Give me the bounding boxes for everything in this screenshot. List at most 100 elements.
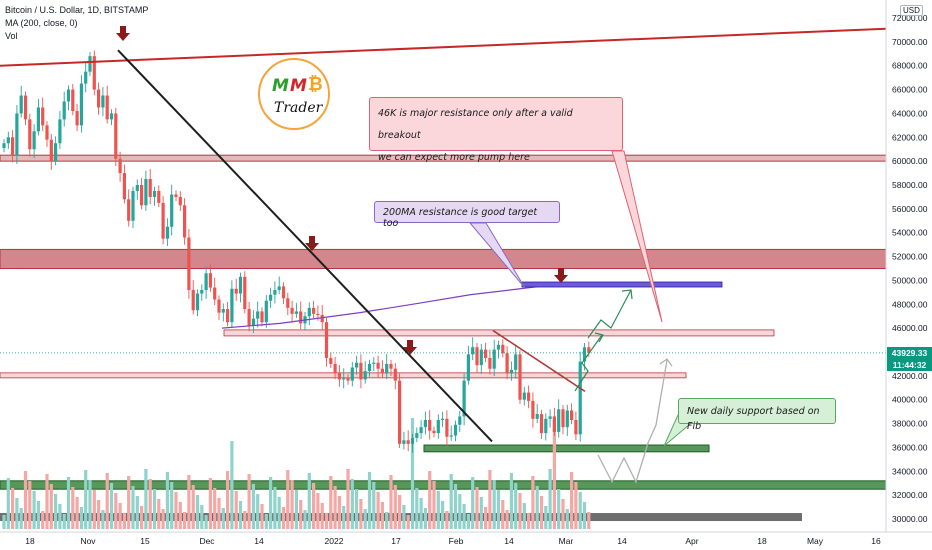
volume-bar	[561, 499, 565, 529]
volume-bar	[410, 418, 415, 529]
candle-body	[88, 56, 92, 72]
volume-bar	[324, 513, 329, 529]
volume-bar	[290, 480, 294, 529]
volume-bar	[445, 511, 449, 529]
candle-body	[187, 237, 191, 290]
volume-bar	[329, 476, 333, 529]
price-tick-label: 38000.00	[892, 419, 928, 429]
candle-body	[535, 414, 539, 419]
down-arrow-marker-icon	[116, 33, 130, 41]
candle-body	[312, 307, 316, 314]
volume-bar	[88, 480, 92, 529]
volume-bar	[539, 496, 544, 529]
candle-body	[432, 430, 436, 434]
candle-body	[307, 307, 311, 317]
resistance-callout[interactable]: 46K is major resistance only after a val…	[369, 97, 623, 163]
volume-bar	[131, 486, 135, 529]
volume-bar	[217, 498, 221, 529]
volume-bar	[346, 469, 350, 529]
candle-body	[226, 309, 230, 323]
time-tick-label: Apr	[685, 536, 698, 546]
volume-bar	[514, 483, 518, 529]
candle-body	[251, 318, 255, 326]
candle-body	[316, 313, 320, 316]
volume-bar	[23, 471, 28, 529]
volume-bar	[191, 485, 195, 529]
volume-bar	[187, 475, 191, 529]
volume-bar	[312, 483, 316, 529]
candle-body	[544, 418, 548, 434]
volume-bar	[342, 506, 346, 529]
volume-bar	[535, 486, 539, 529]
candle-body	[243, 276, 247, 310]
candle-body	[118, 158, 122, 174]
volume-bar	[441, 501, 445, 529]
candle-body	[127, 199, 131, 221]
candle-body	[355, 362, 359, 368]
last-price-tag: 43929.33 11:44:32	[887, 347, 932, 371]
volume-bar	[475, 487, 479, 529]
volume-bar	[307, 473, 311, 529]
annotation-lines-layer	[0, 26, 887, 484]
candle-body	[329, 357, 333, 364]
volume-bar	[11, 488, 15, 529]
volume-bar	[277, 497, 281, 529]
volume-bar	[84, 470, 88, 529]
volume-layer	[2, 418, 591, 529]
volume-bar	[256, 494, 260, 529]
candle-body	[269, 294, 273, 301]
candle-body	[574, 419, 578, 435]
volume-bar	[565, 509, 569, 529]
candle-body	[71, 89, 75, 112]
volume-bar	[49, 484, 53, 529]
candle-body	[324, 322, 329, 358]
candle-body	[183, 205, 187, 238]
volume-bar	[36, 501, 40, 529]
candle-body	[170, 194, 174, 227]
ma-callout-pointer	[468, 222, 526, 289]
volume-bar	[273, 487, 277, 529]
volume-bar	[45, 474, 49, 529]
resistance-callout-pointer	[611, 150, 663, 323]
candle-body	[363, 371, 367, 380]
down-arrow-marker-icon	[407, 340, 413, 347]
candle-body	[557, 409, 561, 432]
candle-body	[488, 357, 492, 369]
candle-body	[161, 202, 165, 239]
volume-bar	[557, 489, 561, 529]
volume-bar	[484, 507, 488, 529]
resistance-zone	[0, 248, 887, 270]
price-tick-label: 40000.00	[892, 395, 928, 405]
currency-label[interactable]: USD	[900, 5, 923, 16]
candle-body	[475, 347, 479, 366]
volume-bar	[260, 504, 264, 529]
candle-body	[62, 101, 66, 120]
volume-bar	[505, 510, 509, 529]
bitcoin-icon: ₿	[308, 74, 323, 95]
candle-body	[152, 190, 157, 197]
candle-body	[36, 107, 40, 132]
volume-bar	[415, 488, 419, 529]
candle-body	[449, 435, 453, 437]
volume-bar	[337, 496, 341, 529]
ma-target-callout[interactable]: 200MA resistance is good target too	[374, 201, 560, 229]
volume-bar	[105, 473, 109, 529]
candle-body	[277, 286, 281, 290]
volume-bar	[178, 502, 182, 529]
candle-body	[479, 349, 483, 366]
candle-body	[294, 311, 298, 314]
short-red-trendline	[492, 329, 586, 393]
time-tick-label: May	[807, 536, 824, 546]
resistance-band-46k	[223, 329, 775, 337]
candle-body	[41, 107, 45, 126]
support-callout[interactable]: New daily support based on Fib	[678, 398, 836, 432]
candle-body	[505, 353, 509, 374]
candle-body	[372, 362, 376, 364]
time-tick-label: 18	[25, 536, 35, 546]
candle-body	[213, 287, 217, 300]
volume-bar	[286, 470, 290, 529]
volume-bar	[19, 508, 23, 529]
down-arrow-marker-icon	[558, 268, 564, 275]
